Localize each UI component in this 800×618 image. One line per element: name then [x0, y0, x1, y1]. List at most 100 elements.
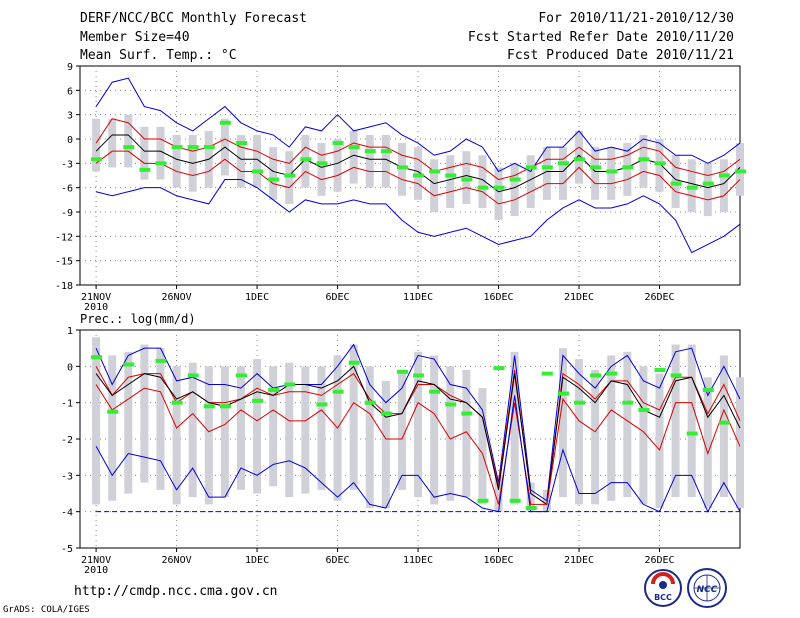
obs-marker [364, 400, 376, 405]
ensemble-box [253, 134, 262, 188]
y-tick-label: -18 [55, 281, 73, 292]
temperature-panel: 9 6 3 0 -3 -6 -9 -12 -15 -18 21NOV 26NOV 1DEC 6DEC 11D… [55, 62, 746, 313]
ensemble-box [526, 155, 535, 208]
obs-marker [654, 161, 666, 166]
ensemble-box [655, 373, 664, 509]
obs-marker [284, 382, 296, 387]
ensemble-box [397, 143, 406, 196]
ncc-logo-text: NCC [697, 585, 718, 595]
y-tick-label: 1 [67, 326, 73, 337]
ensemble-box [526, 482, 535, 512]
obs-marker [380, 411, 392, 416]
series-line-min [95, 395, 741, 513]
y-tick-label: 9 [67, 62, 73, 73]
ensemble-box [349, 344, 358, 490]
ensemble-box [736, 143, 744, 196]
obs-marker [735, 169, 746, 174]
ensemble-box [204, 366, 213, 505]
ensemble-box [140, 126, 149, 180]
ensemble-box [478, 388, 487, 505]
y-tick-label: -15 [55, 257, 73, 268]
obs-marker [396, 369, 408, 374]
obs-marker [235, 141, 247, 146]
obs-marker [91, 355, 103, 360]
x-tick-label: 26DEC [644, 292, 674, 303]
ensemble-box [703, 163, 712, 217]
ensemble-box [607, 147, 616, 200]
series-line-mean [95, 134, 741, 193]
obs-marker [348, 145, 360, 150]
x-tick-label: 21NOV [81, 292, 111, 303]
obs-marker [686, 185, 698, 190]
obs-marker [203, 404, 215, 409]
obs-marker [686, 431, 698, 436]
ensemble-box [703, 377, 712, 509]
obs-marker [702, 387, 714, 392]
obs-marker [300, 157, 312, 162]
obs-marker [91, 157, 103, 162]
x-tick-label: 6DEC [326, 555, 350, 566]
precipitation-panel: 1 0 -1 -2 -3 -4 -5 21NOV 26NOV 1DEC 6DEC 11DEC 16DEC… [61, 326, 744, 576]
obs-marker [380, 149, 392, 154]
ensemble-box [381, 134, 390, 188]
obs-marker [171, 145, 183, 150]
obs-marker [123, 145, 135, 150]
variable-label: Mean Surf. Temp.: °C [80, 48, 237, 63]
obs-marker [268, 387, 280, 392]
obs-marker [557, 161, 569, 166]
obs-marker [461, 411, 473, 416]
ensemble-box [156, 348, 165, 490]
ensemble-box [446, 366, 455, 501]
y-tick-label: 3 [67, 111, 73, 122]
ensemble-box [510, 163, 519, 217]
obs-marker [332, 389, 344, 394]
y-tick-label: -12 [55, 232, 73, 243]
ensemble-box [172, 366, 181, 505]
ensemble-box [253, 359, 262, 494]
obs-marker [445, 173, 457, 178]
ensemble-box [301, 134, 310, 188]
ensemble-box [236, 366, 245, 490]
y-tick-label: -5 [61, 544, 73, 555]
ensemble-box [349, 130, 358, 184]
obs-marker [574, 400, 586, 405]
obs-marker [622, 165, 634, 170]
ensemble-box [591, 369, 600, 505]
ensemble-box [414, 351, 423, 498]
y-tick-label: -9 [61, 208, 73, 219]
obs-marker [525, 165, 537, 170]
x-year-label: 2010 [84, 302, 108, 313]
obs-marker [139, 167, 151, 172]
obs-marker [429, 389, 441, 394]
x-tick-label: 16DEC [483, 292, 513, 303]
chart-title: DERF/NCC/BCC Monthly Forecast [80, 11, 307, 26]
y-tick-label: -3 [61, 471, 73, 482]
obs-marker [396, 165, 408, 170]
ensemble-box [414, 147, 423, 200]
source-url[interactable]: http://cmdp.ncc.cma.gov.cn [74, 584, 278, 599]
ensemble-box [269, 366, 278, 487]
obs-marker [155, 358, 167, 363]
x-tick-label: 11DEC [403, 555, 433, 566]
obs-marker [413, 373, 425, 378]
ensemble-box [301, 366, 310, 494]
bcc-logo-dot [659, 581, 667, 589]
ensemble-box [655, 139, 664, 192]
ensemble-box [462, 369, 471, 498]
ensemble-box [558, 348, 567, 498]
obs-marker [541, 165, 553, 170]
ensemble-box [92, 118, 101, 172]
y-tick-label: -4 [61, 508, 73, 519]
ensemble-box [494, 475, 503, 512]
obs-marker [268, 177, 280, 182]
obs-marker [171, 400, 183, 405]
obs-marker [219, 120, 231, 125]
ensemble-box [365, 366, 374, 509]
ensemble-box [220, 366, 229, 498]
series-line-upper [95, 118, 741, 181]
obs-marker [509, 177, 521, 182]
forecast-period: For 2010/11/21-2010/12/30 [538, 11, 734, 26]
obs-marker [413, 173, 425, 178]
series-line-min [95, 179, 741, 254]
obs-marker [525, 506, 537, 511]
